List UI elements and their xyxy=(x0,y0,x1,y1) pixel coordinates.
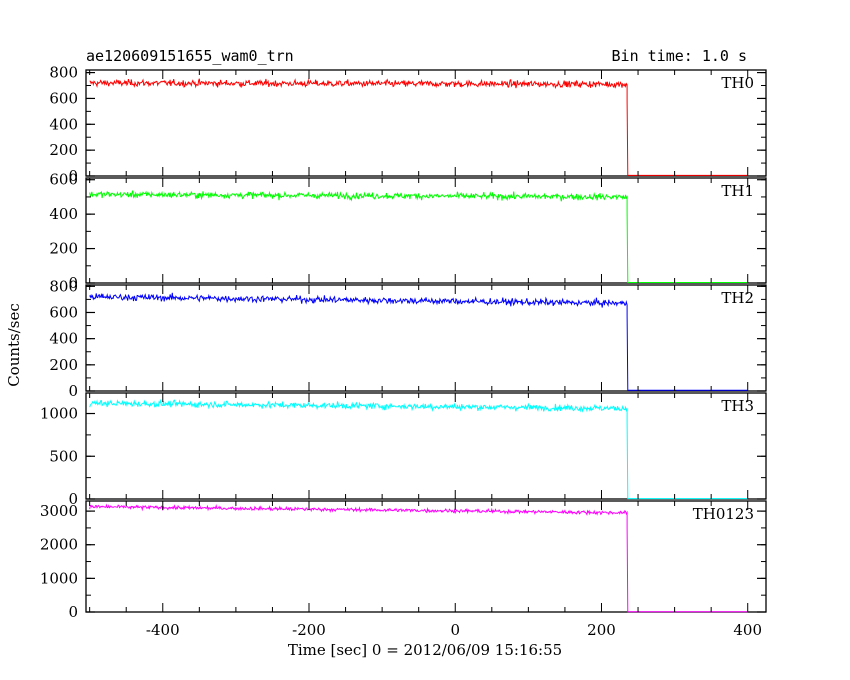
x-axis-label: Time [sec] 0 = 2012/06/09 15:16:55 xyxy=(288,641,562,659)
y-tick-label: 0 xyxy=(68,167,78,185)
panel-frame xyxy=(85,500,767,613)
y-tick-label: 200 xyxy=(49,141,78,159)
y-tick-label: 200 xyxy=(49,240,78,258)
series-label: TH3 xyxy=(721,397,754,415)
y-tick-label: 0 xyxy=(68,603,78,621)
y-tick-label: 800 xyxy=(49,277,78,295)
y-tick-label: 400 xyxy=(49,205,78,223)
y-tick-label: 600 xyxy=(49,89,78,107)
panel-th1: 0 200 400 600 TH1 xyxy=(49,171,767,292)
y-tick-label: 3000 xyxy=(40,502,78,520)
y-tick-label: 2000 xyxy=(40,536,78,554)
panel-th0123: 0 1000 2000 3000 TH0123 xyxy=(40,500,767,621)
y-axis-label: Counts/sec xyxy=(5,303,23,387)
panels: 0 200 400 600 800 TH0 0 200 400 600 TH1 0 200 400 600 8… xyxy=(40,64,767,639)
series-line-th0 xyxy=(89,78,748,176)
y-tick-label: 800 xyxy=(49,64,78,82)
x-tick-label: 200 xyxy=(587,621,616,639)
y-tick-label: 0 xyxy=(68,490,78,508)
y-tick-label: 500 xyxy=(49,447,78,465)
y-tick-label: 600 xyxy=(49,171,78,189)
x-tick-label: 400 xyxy=(733,621,762,639)
series-label: TH1 xyxy=(721,182,754,200)
series-line-th3 xyxy=(89,398,748,500)
y-tick-label: 600 xyxy=(49,303,78,321)
series-line-th1 xyxy=(89,190,748,283)
y-tick-label: 0 xyxy=(68,382,78,400)
panel-frame xyxy=(85,177,767,284)
panel-th2: 0 200 400 600 800 TH2 xyxy=(49,277,767,400)
series-line-th0123 xyxy=(89,503,748,613)
y-tick-label: 400 xyxy=(49,330,78,348)
panel-frame xyxy=(85,69,767,177)
x-tick-label: 0 xyxy=(450,621,460,639)
y-tick-label: 200 xyxy=(49,356,78,374)
x-tick-label: -400 xyxy=(146,621,180,639)
panel-frame xyxy=(85,392,767,500)
y-tick-label: 0 xyxy=(68,274,78,292)
x-tick-label: -200 xyxy=(292,621,326,639)
y-tick-label: 1000 xyxy=(40,405,78,423)
series-label: TH0 xyxy=(721,74,754,92)
bin-time-label: Bin time: 1.0 s xyxy=(612,47,747,65)
panel-th3: 0 500 1000 TH3 xyxy=(40,392,767,508)
y-tick-label: 400 xyxy=(49,115,78,133)
panel-th0: 0 200 400 600 800 TH0 xyxy=(49,64,767,185)
series-label: TH0123 xyxy=(693,505,754,523)
panel-frame xyxy=(85,284,767,392)
series-line-th2 xyxy=(89,292,748,391)
chart-title: ae120609151655_wam0_trn xyxy=(86,47,294,65)
series-label: TH2 xyxy=(721,289,754,307)
y-tick-label: 1000 xyxy=(40,569,78,587)
